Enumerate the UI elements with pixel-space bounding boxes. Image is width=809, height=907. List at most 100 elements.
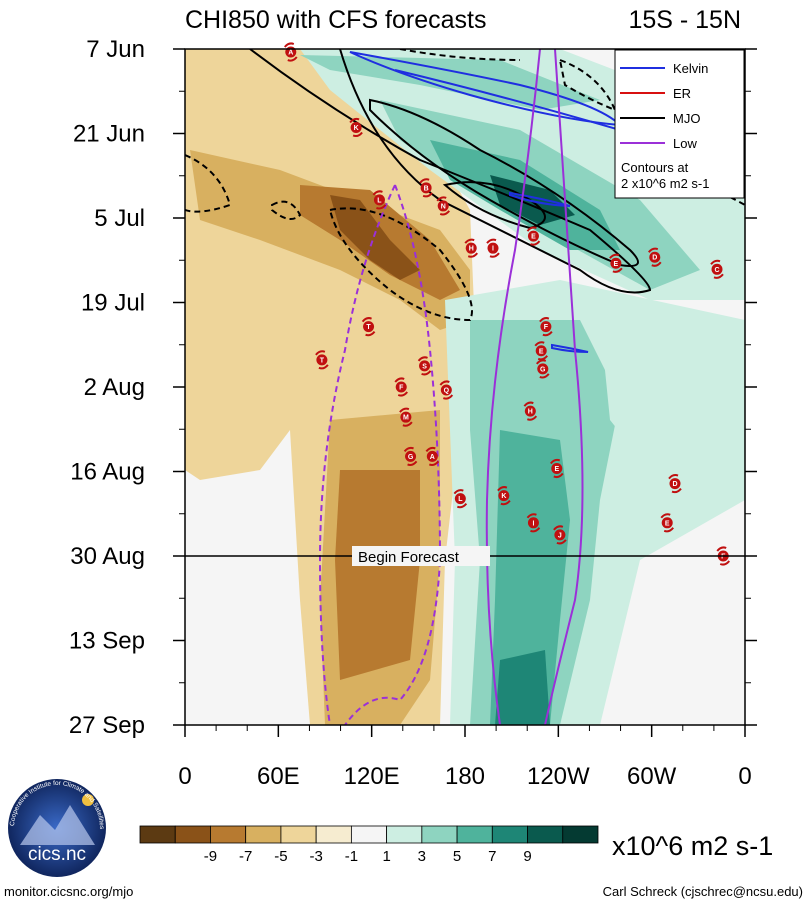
colorbar-swatch — [456, 825, 493, 844]
wet-band-east — [600, 320, 745, 470]
storm-marker: L — [372, 190, 387, 210]
storm-letter: D — [652, 255, 657, 262]
colorbar-swatch — [245, 825, 282, 844]
storm-marker: C — [710, 259, 724, 279]
x-tick-label: 120W — [527, 763, 590, 790]
storm-letter: T — [366, 324, 371, 331]
kelvin-contour-4 — [551, 343, 589, 353]
forecast-label: Begin Forecast — [358, 549, 460, 566]
storm-dot — [426, 450, 438, 462]
colorbar-label: 5 — [453, 848, 461, 865]
storm-letter: G — [408, 454, 414, 461]
colorbar-label: 7 — [488, 848, 496, 865]
colorbar-swatch — [491, 825, 528, 844]
y-tick-label: 30 Aug — [70, 543, 145, 570]
storm-arm — [609, 253, 623, 273]
storm-arm — [403, 446, 418, 466]
storm-dot — [454, 493, 466, 505]
x-tick-label: 60E — [257, 763, 300, 790]
colorbar-label: -3 — [309, 848, 322, 865]
storm-dot — [440, 384, 452, 396]
storm-marker: E — [549, 458, 564, 479]
storm-marker: G — [535, 359, 550, 379]
storm-marker: F — [394, 377, 409, 397]
storm-dot — [551, 462, 563, 474]
storm-dot — [498, 490, 510, 502]
forecast-label-bg — [352, 546, 490, 566]
storm-marker: Q — [439, 380, 454, 400]
storm-letter: A — [288, 50, 293, 57]
storm-letter: B — [424, 185, 429, 192]
dry-band-forecast-core — [335, 470, 420, 680]
storm-letter: K — [354, 125, 359, 132]
storm-dot — [419, 360, 431, 372]
storm-arm — [349, 117, 363, 138]
logo-sun — [82, 794, 94, 806]
storm-letter: G — [540, 366, 546, 373]
storm-dot — [554, 529, 566, 541]
colorbar-swatch — [386, 825, 423, 844]
y-tick-label: 7 Jun — [86, 36, 145, 63]
storm-letter: J — [558, 532, 562, 539]
mjo-contour-dashed-6 — [619, 149, 745, 206]
storm-marker: K — [497, 486, 511, 506]
storm-marker: D — [668, 474, 682, 494]
storm-arm — [453, 489, 468, 509]
colorbar-label: 9 — [523, 848, 531, 865]
y-tick-label: 27 Sep — [69, 712, 145, 739]
legend-box — [614, 49, 745, 199]
storm-arm — [523, 401, 538, 421]
storm-dot — [400, 411, 412, 423]
storm-marker: I — [486, 238, 500, 258]
x-tick-label: 120E — [344, 763, 400, 790]
legend: Kelvin ER MJO Low Contours at 2 x10^6 m2 s-… — [614, 49, 745, 199]
storm-arm — [535, 359, 550, 379]
storm-arm — [399, 407, 413, 427]
wet-band-lower-core — [495, 650, 550, 725]
storm-arm — [394, 377, 409, 397]
storm-dot — [487, 242, 499, 254]
storm-marker: T — [361, 317, 376, 337]
storm-arm — [436, 196, 451, 216]
cics-logo: cics.nc Cooperative Institute for Climat… — [8, 779, 106, 877]
storm-marker: M — [399, 407, 413, 427]
storm-dot — [363, 321, 375, 333]
storm-marker: A — [425, 446, 440, 466]
storm-letter: T — [320, 357, 325, 364]
storm-dot — [669, 478, 681, 490]
storm-letter: S — [422, 363, 427, 370]
storm-letter: E — [554, 466, 559, 473]
storm-letter: I — [532, 520, 534, 527]
storm-arm — [549, 458, 564, 479]
colorbar-swatch — [174, 825, 211, 844]
mjo-contour-inner — [369, 98, 639, 267]
x-tick-label: 180 — [445, 763, 485, 790]
storm-dot — [395, 381, 407, 393]
mjo-contour-small — [442, 181, 546, 230]
y-axis: 7 Jun 21 Jun 5 Jul 19 Jul 2 Aug 16 Aug 30 Aug 1… — [69, 36, 757, 739]
storm-marker: H — [523, 401, 538, 421]
colorbar-units: x10^6 m2 s-1 — [612, 831, 773, 861]
storm-letter: D — [672, 481, 677, 488]
x-axis: 0 60E 120E 180 120W 60W 0 — [178, 725, 752, 790]
storm-dot — [540, 321, 552, 333]
storm-dot — [405, 450, 417, 462]
colorbar-swatch — [527, 825, 564, 844]
colorbar-swatch — [139, 825, 176, 844]
colorbar-swatch — [315, 825, 352, 844]
storm-arm — [361, 317, 376, 337]
storm-arm — [315, 350, 329, 370]
storm-dot — [537, 363, 549, 375]
dry-region-nw — [185, 230, 290, 480]
storm-marker: B — [419, 178, 433, 198]
storm-marker: G — [403, 446, 418, 466]
storm-arm — [660, 513, 675, 533]
storm-arm — [283, 42, 298, 62]
contour-note-line2: 2 x10^6 m2 s-1 — [621, 176, 709, 191]
low-contour-east — [485, 49, 584, 725]
storm-marker: E — [526, 226, 541, 246]
storm-marker: F — [539, 317, 553, 337]
footer-url: monitor.cicsnc.org/mjo — [4, 884, 133, 899]
storm-arm — [526, 226, 541, 246]
colorbar-label: -9 — [204, 848, 217, 865]
